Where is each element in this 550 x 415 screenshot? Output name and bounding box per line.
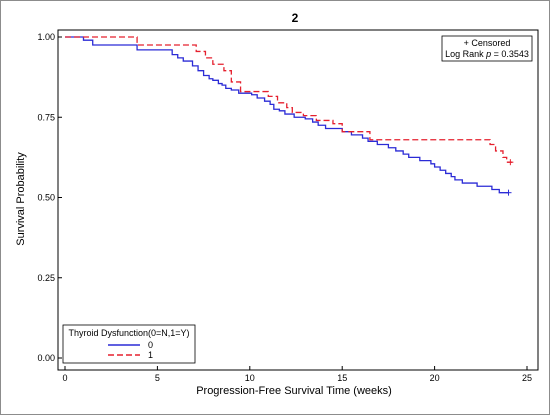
logrank-prefix: Log Rank [445,49,486,59]
chart-title: 2 [292,11,299,25]
plot-frame [57,29,539,371]
legend-title: Thyroid Dysfunction(0=N,1=Y) [68,328,189,338]
y-tick-label-1: 0.25 [37,273,55,283]
censor-mark-0-0 [505,189,512,196]
x-tick-label-5: 25 [522,373,532,383]
censor-inset-line2: Log Rank p = 0.3543 [445,49,529,59]
censor-inset-box [441,35,533,62]
x-tick-label-2: 10 [245,373,255,383]
logrank-p: p [485,49,491,59]
x-tick-label-1: 5 [155,373,160,383]
y-tick-label-4: 1.00 [37,32,55,42]
x-axis-label: Progression-Free Survival Time (weeks) [196,385,392,397]
legend-label-1: 1 [148,350,153,360]
legend: Thyroid Dysfunction(0=N,1=Y) 0 1 [62,324,196,364]
x-tick-label-3: 15 [337,373,347,383]
x-tick-label-4: 20 [430,373,440,383]
censor-inset: + Censored Log Rank p = 0.3543 [441,35,533,62]
series-layer [65,36,514,196]
y-axis-label: Survival Probability [15,152,27,246]
logrank-value: = 0.3543 [491,49,529,59]
series-0-line [65,36,509,194]
y-tick-label-2: 0.50 [37,193,55,203]
legend-label-0: 0 [148,340,153,350]
y-tick-label-0: 0.00 [37,353,55,363]
y-tick-label-3: 0.75 [37,112,55,122]
censor-mark-1-0 [507,159,514,166]
axes-layer: 0 5 10 15 20 250.000.250.500.751.00 [37,32,532,383]
legend-box [62,324,196,364]
x-tick-label-0: 0 [62,373,67,383]
series-1-line [65,36,513,163]
censor-inset-line1: + Censored [464,38,511,48]
